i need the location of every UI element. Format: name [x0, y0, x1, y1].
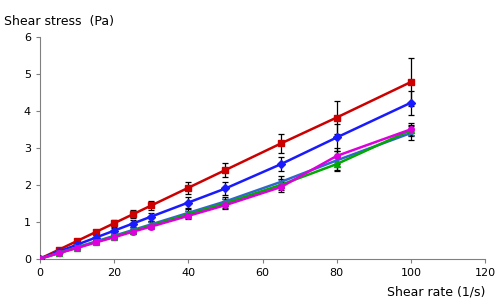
Text: Shear rate (1/s): Shear rate (1/s) — [386, 285, 485, 298]
Text: Shear stress  (Pa): Shear stress (Pa) — [4, 15, 114, 28]
